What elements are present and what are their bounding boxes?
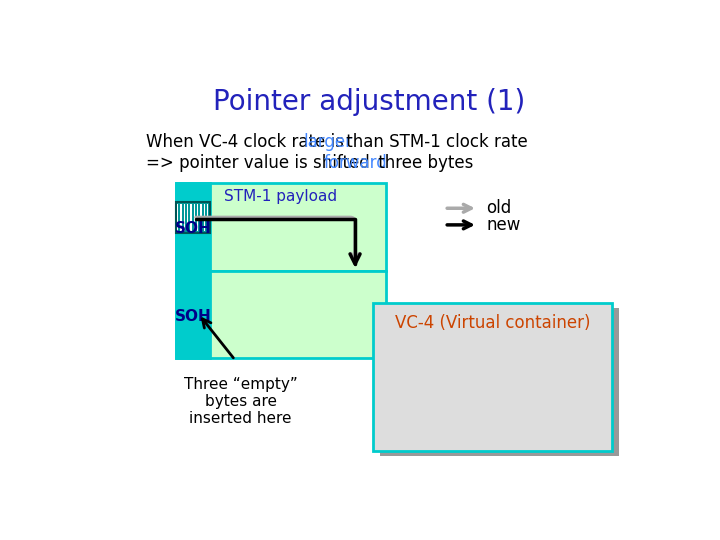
Bar bbox=[200, 204, 202, 231]
Text: => pointer value is shifted: => pointer value is shifted bbox=[145, 153, 375, 172]
Bar bbox=[184, 204, 185, 231]
Bar bbox=[176, 271, 386, 358]
Bar bbox=[190, 204, 192, 231]
Bar bbox=[207, 204, 209, 231]
Text: STM-1 payload: STM-1 payload bbox=[224, 189, 337, 204]
Bar bbox=[380, 308, 619, 456]
Text: SOH: SOH bbox=[175, 221, 212, 235]
Bar bbox=[177, 204, 179, 231]
Bar bbox=[176, 183, 210, 271]
Text: new: new bbox=[486, 216, 521, 234]
Bar bbox=[176, 202, 210, 233]
Bar bbox=[194, 204, 195, 231]
Text: When VC-4 clock rate is: When VC-4 clock rate is bbox=[145, 133, 349, 151]
Text: SOH: SOH bbox=[175, 309, 212, 324]
Bar bbox=[180, 204, 181, 231]
Bar bbox=[176, 271, 210, 358]
Text: Three “empty”
bytes are
inserted here: Three “empty” bytes are inserted here bbox=[184, 377, 297, 427]
Text: three bytes: three bytes bbox=[373, 153, 473, 172]
Text: than STM-1 clock rate: than STM-1 clock rate bbox=[341, 133, 528, 151]
Bar bbox=[197, 204, 199, 231]
Bar bbox=[187, 204, 189, 231]
Bar bbox=[176, 183, 386, 271]
Text: old: old bbox=[486, 199, 511, 217]
Bar bbox=[204, 204, 205, 231]
Text: larger: larger bbox=[303, 133, 352, 151]
Bar bbox=[374, 303, 612, 451]
Text: Pointer adjustment (1): Pointer adjustment (1) bbox=[213, 88, 525, 116]
Text: VC-4 (Virtual container): VC-4 (Virtual container) bbox=[395, 314, 590, 332]
Text: forward: forward bbox=[323, 153, 387, 172]
